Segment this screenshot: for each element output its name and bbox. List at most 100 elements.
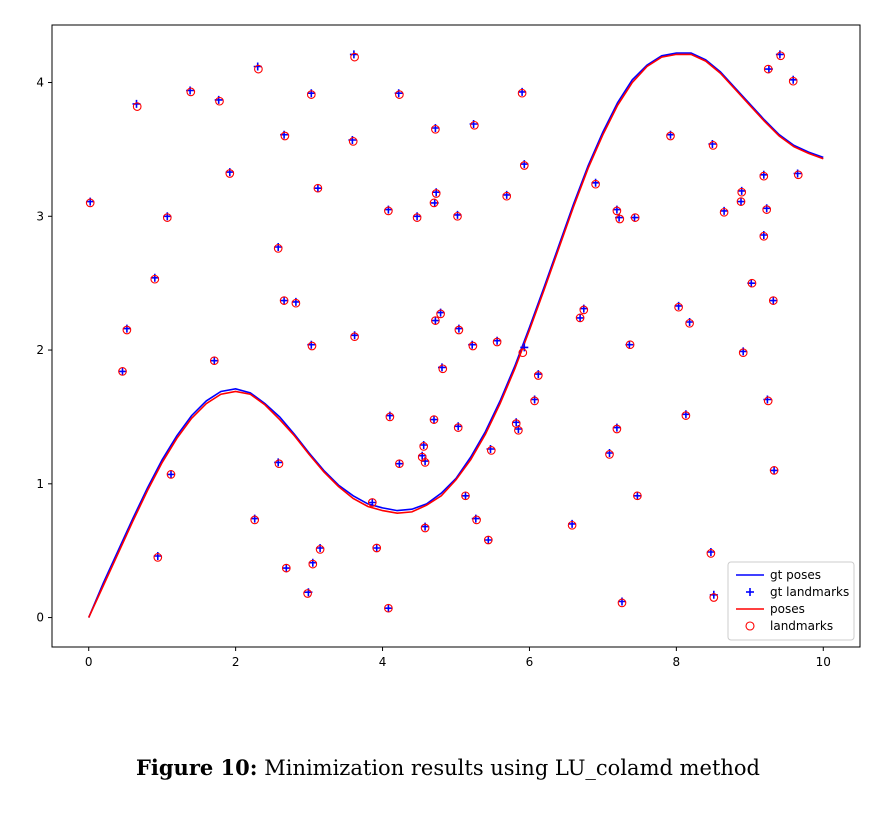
landmark-marker: [431, 316, 440, 325]
landmark-marker: [429, 415, 439, 424]
landmark-marker: [431, 124, 440, 134]
landmark-marker: [274, 459, 284, 469]
landmark-marker: [307, 341, 317, 351]
gt-landmark-marker: [167, 470, 175, 479]
landmark-marker: [419, 442, 429, 451]
landmark-marker: [533, 371, 543, 380]
gt-landmark-marker: [372, 544, 381, 552]
landmark-marker: [280, 131, 290, 141]
landmark-marker: [591, 179, 600, 189]
landmark-marker: [118, 367, 127, 376]
landmark-marker: [633, 491, 642, 501]
gt-landmark-marker: [210, 356, 219, 365]
gt-landmark-marker: [737, 197, 745, 206]
landmark-marker: [254, 64, 263, 74]
landmark-marker: [708, 141, 718, 150]
landmark-marker: [709, 593, 719, 602]
x-tick-label: 2: [232, 655, 240, 669]
landmark-marker: [763, 64, 773, 74]
y-tick-label: 2: [36, 343, 44, 357]
landmark-marker: [429, 198, 439, 208]
landmark-marker: [575, 313, 585, 323]
landmark-marker: [122, 325, 132, 335]
landmark-marker: [250, 515, 260, 525]
landmark-marker: [166, 470, 176, 479]
gt-landmark-marker: [431, 316, 440, 325]
landmark-marker: [281, 563, 291, 573]
landmark-marker: [436, 309, 445, 319]
chart: 0 2 4 6 8 10 0 1 2 3 4 gt poses gt landmarks poses…: [36, 24, 861, 669]
legend-box: [727, 561, 855, 641]
gt-poses-line: [87, 52, 824, 618]
legend: gt poses gt landmarks poses landmarks: [727, 561, 855, 641]
landmark-marker: [630, 213, 640, 222]
gt-landmark-marker: [484, 536, 493, 544]
y-tick-label: 3: [36, 209, 44, 223]
landmark-marker: [306, 90, 316, 99]
landmark-marker: [719, 207, 729, 217]
landmark-marker: [315, 545, 325, 554]
landmark-marker: [472, 515, 481, 525]
legend-landmarks-label: landmarks: [770, 619, 833, 633]
landmark-marker: [438, 364, 448, 374]
landmark-marker: [762, 205, 772, 214]
landmark-marker: [483, 535, 493, 545]
landmark-marker: [453, 423, 463, 432]
landmark-marker: [788, 76, 798, 86]
landmark-marker: [454, 325, 464, 335]
landmark-marker: [759, 231, 769, 241]
legend-poses-label: poses: [770, 602, 805, 616]
x-tick-label: 10: [816, 655, 831, 669]
legend-landmarks-swatch: [745, 621, 755, 631]
landmark-marker: [303, 589, 312, 598]
landmark-marker: [468, 341, 478, 351]
landmark-marker: [186, 87, 196, 97]
legend-gt-landmarks-swatch: [746, 588, 754, 596]
landmark-marker: [420, 458, 430, 467]
y-tick-label: 0: [36, 611, 44, 625]
landmark-marker: [768, 296, 778, 305]
landmark-marker: [492, 337, 502, 347]
landmark-marker: [517, 88, 527, 98]
landmark-marker: [518, 348, 528, 358]
landmark-marker: [612, 424, 622, 434]
landmark-marker: [348, 137, 358, 146]
landmark-marker: [486, 446, 496, 455]
plot-area: [85, 50, 824, 618]
landmark-marker: [617, 598, 627, 608]
landmark-marker: [605, 450, 614, 459]
landmark-marker: [85, 198, 95, 208]
gt-landmark-marker: [313, 184, 322, 193]
landmark-marker: [279, 296, 289, 305]
x-tick-label: 0: [85, 655, 93, 669]
landmark-marker: [759, 171, 769, 181]
landmark-marker: [615, 214, 625, 224]
gt-landmark-marker: [368, 498, 377, 507]
landmark-marker: [738, 348, 748, 358]
axis-ticks: 0 2 4 6 8 10 0 1 2 3 4: [36, 76, 831, 669]
landmark-marker: [273, 244, 283, 253]
landmark-marker: [132, 102, 142, 111]
y-tick-label: 4: [36, 76, 44, 90]
gt-landmark-marker: [395, 459, 404, 468]
landmark-marker: [567, 520, 577, 530]
landmark-marker: [350, 332, 359, 342]
landmark-marker: [514, 425, 523, 435]
landmark-marker: [384, 206, 393, 216]
landmark-marker: [384, 603, 393, 613]
landmark-marker: [367, 498, 377, 507]
landmark-marker: [769, 466, 779, 475]
gt-landmark-marker: [118, 367, 127, 376]
gt-landmark-marker: [769, 296, 778, 305]
landmark-marker: [453, 211, 462, 221]
landmark-marker: [431, 189, 441, 198]
x-tick-label: 8: [673, 655, 681, 669]
figure-caption: Figure 10: Minimization results using LU…: [0, 755, 896, 780]
y-tick-label: 1: [36, 477, 44, 491]
landmark-marker: [395, 459, 404, 469]
gt-landmark-marker: [633, 491, 642, 500]
landmark-marker: [530, 396, 539, 406]
landmark-marker: [666, 131, 675, 141]
landmark-marker: [461, 491, 470, 501]
landmark-marker: [685, 318, 694, 328]
